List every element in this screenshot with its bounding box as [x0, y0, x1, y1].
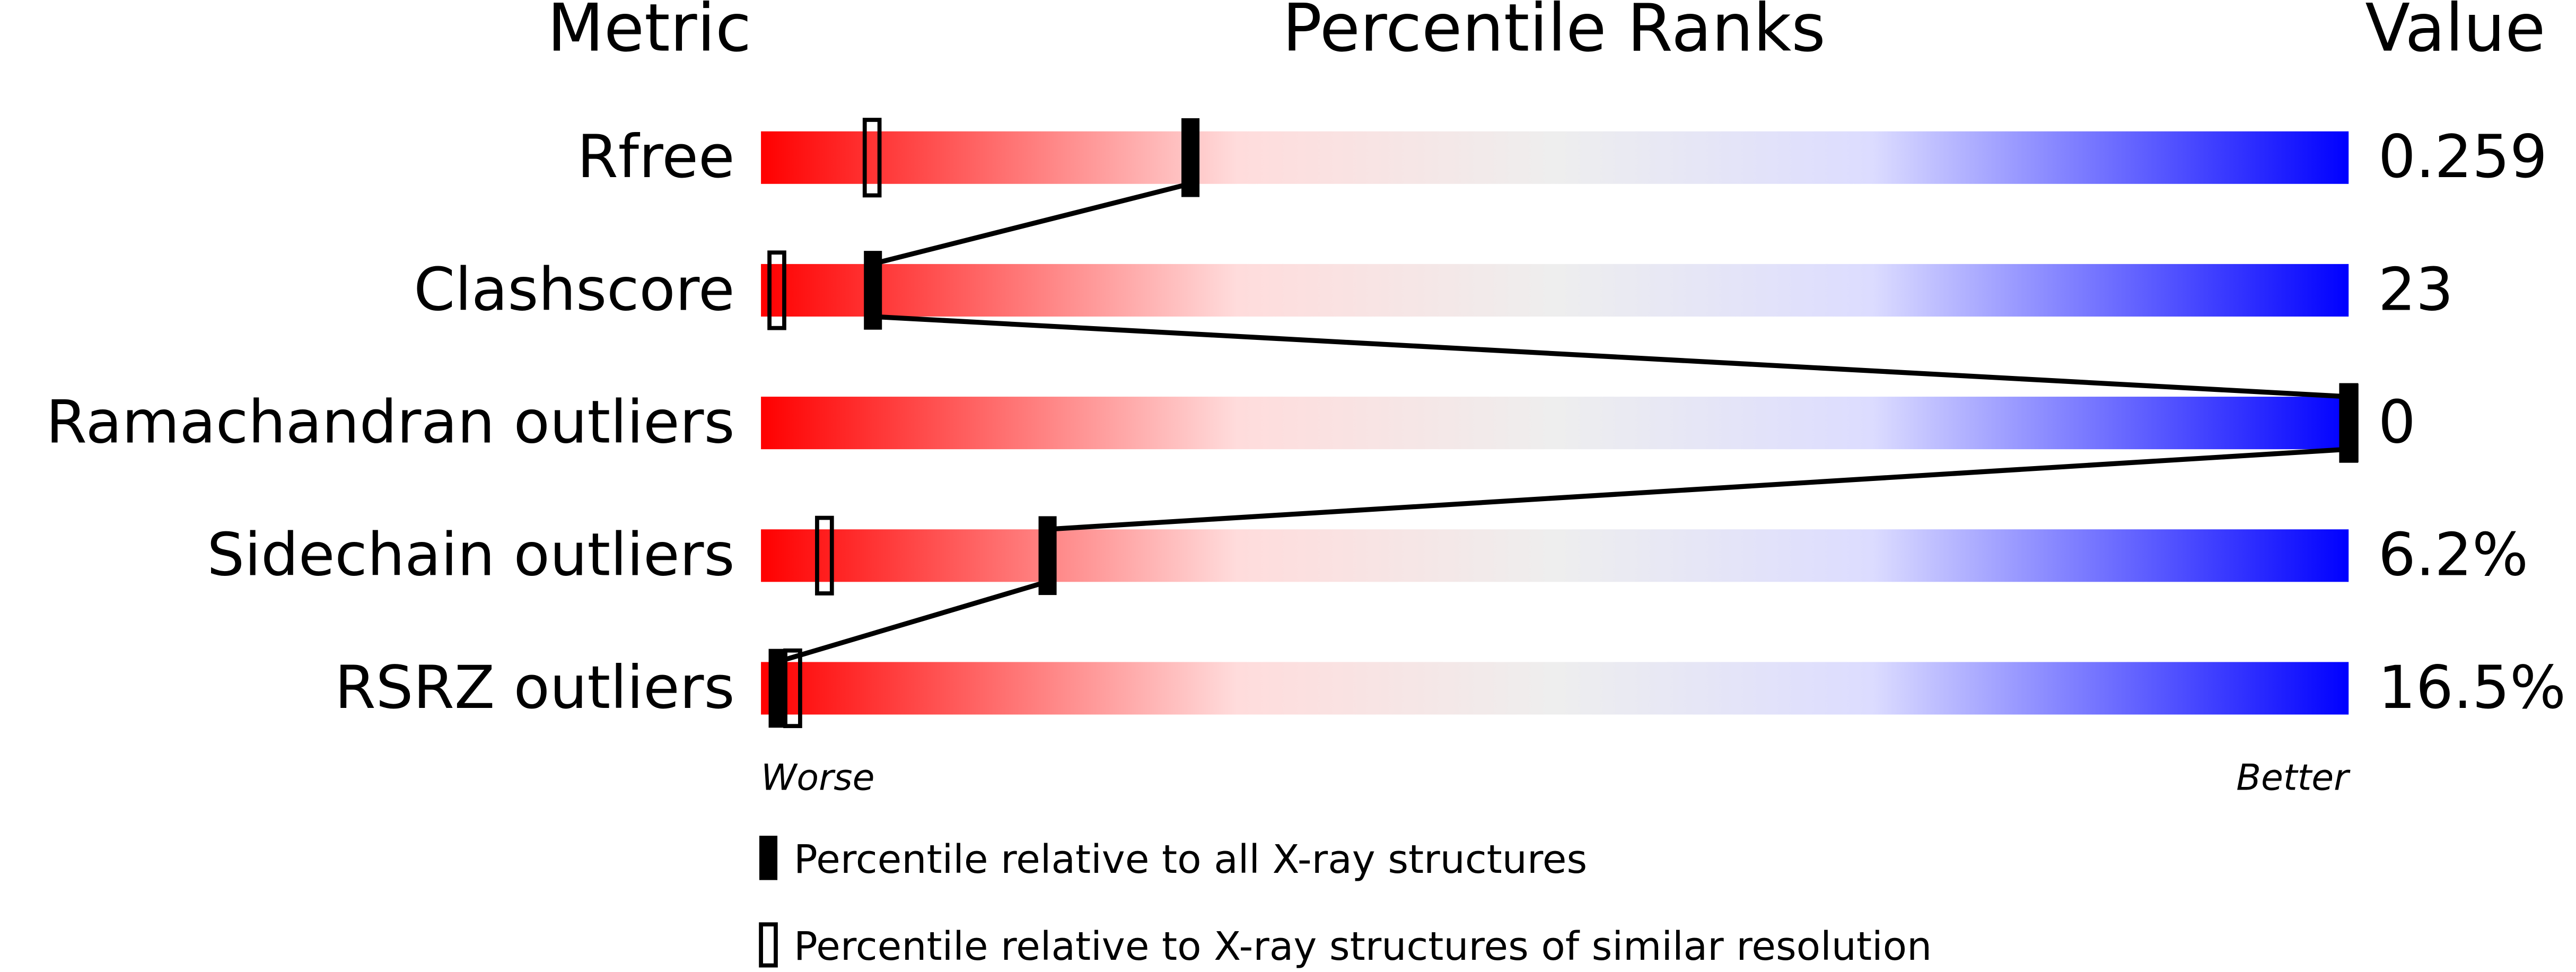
connector-line — [776, 579, 1048, 664]
worse-label: Worse — [761, 757, 874, 799]
metric-value: 23 — [2378, 256, 2454, 324]
chart-title: Percentile Ranks — [1282, 0, 1825, 67]
metric-label: RSRZ outliers — [335, 654, 734, 722]
connector-line — [1046, 446, 2349, 532]
metric-value: 0 — [2378, 389, 2416, 457]
legend-swatch — [759, 922, 778, 968]
metric-value: 0.259 — [2378, 123, 2547, 191]
percentile-bar — [761, 131, 2349, 184]
percentile-marker-filled — [1181, 118, 1200, 197]
percentile-bar — [761, 397, 2349, 450]
percentile-marker-filled — [768, 649, 787, 728]
percentile-marker-filled — [1038, 516, 1057, 596]
metric-label: Ramachandran outliers — [46, 389, 735, 457]
connector-line — [871, 181, 1190, 267]
legend-label: Percentile relative to all X-ray structu… — [794, 836, 1587, 882]
percentile-marker-open — [815, 515, 834, 596]
percentile-bar — [761, 662, 2349, 715]
value-header: Value — [2365, 0, 2545, 67]
better-label: Better — [2236, 757, 2351, 799]
percentile-bar — [761, 529, 2349, 582]
percentile-bar — [761, 264, 2349, 317]
percentile-marker-filled — [2340, 383, 2359, 462]
metric-value: 16.5% — [2378, 654, 2566, 722]
legend-swatch — [759, 836, 778, 880]
metric-label: Sidechain outliers — [207, 521, 734, 590]
metric-label: Rfree — [577, 123, 734, 191]
metric-label: Clashscore — [414, 256, 734, 324]
percentile-marker-filled — [864, 251, 882, 330]
legend-label: Percentile relative to X-ray structures … — [794, 923, 1932, 969]
connector-line — [872, 314, 2349, 399]
percentile-marker-open — [862, 118, 882, 198]
metric-value: 6.2% — [2378, 521, 2528, 590]
percentile-marker-open — [767, 250, 786, 330]
metric-header: Metric — [547, 0, 751, 67]
